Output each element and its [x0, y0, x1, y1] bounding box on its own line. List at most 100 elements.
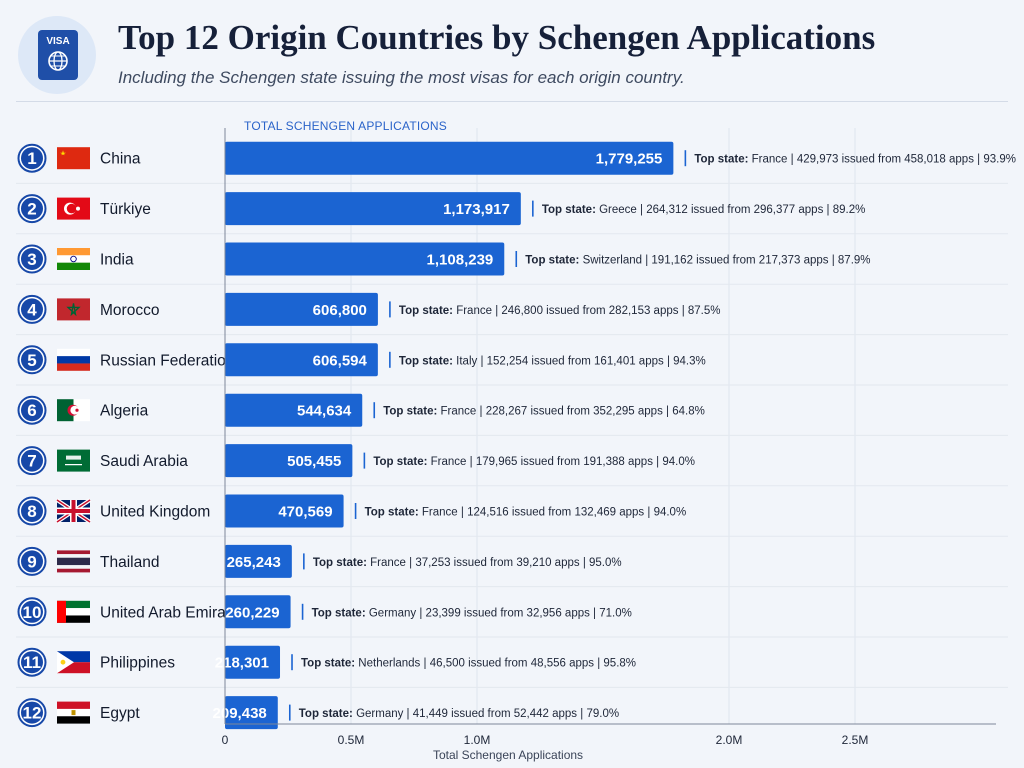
rank-badge [21, 147, 43, 170]
flag-stripe [57, 651, 90, 663]
top-state-prefix: Top state: [301, 658, 358, 670]
passport-book: VISA [38, 30, 78, 80]
egypt-flag [57, 701, 90, 724]
flag-triangle [57, 651, 74, 674]
top-state-name: Italy [456, 355, 477, 367]
approval-rate: 87.5% [688, 305, 721, 317]
bar [225, 444, 353, 478]
issued-text: 179,965 issued from 191,388 apps [476, 456, 653, 468]
separator: | [416, 607, 425, 619]
approval-rate: 89.2% [833, 204, 866, 216]
top-state-name: France [456, 305, 492, 317]
flag-star [60, 150, 66, 156]
page-subtitle: Including the Schengen state issuing the… [118, 68, 685, 87]
issued-text: 41,449 issued from 52,442 apps [413, 708, 578, 720]
rank-number: 10 [23, 603, 42, 622]
visa-label: VISA [46, 36, 70, 47]
top-state-annotation: Top state: Germany | 23,399 issued from … [312, 607, 632, 619]
flag-chakra [70, 255, 77, 263]
top-state-annotation: Top state: France | 429,973 issued from … [694, 154, 1016, 166]
flag-stripe [57, 255, 90, 263]
bar [225, 141, 674, 175]
flag-half [57, 399, 74, 422]
top-state-prefix: Top state: [383, 406, 440, 418]
country-label: Philippines [100, 655, 175, 672]
separator: | [492, 305, 501, 317]
flag-field [57, 449, 90, 472]
chart-row: 12 Egypt 209,438 Top state: Germany | 41,44… [17, 696, 619, 730]
top-state-name: Greece [599, 204, 637, 216]
separator: | [663, 406, 672, 418]
issued-text: 23,399 issued from 32,956 apps [426, 607, 591, 619]
rank-badge [21, 701, 43, 724]
bar [225, 343, 378, 377]
turkiye-flag [57, 197, 90, 220]
top-state-annotation: Top state: France | 246,800 issued from … [399, 305, 721, 317]
chart-row: 9 Thailand 265,243 Top state: France | 37,2… [16, 544, 1008, 588]
flag-stripe [57, 348, 90, 357]
country-label: China [100, 151, 141, 168]
top-state-annotation: Top state: France | 37,253 issued from 3… [313, 557, 622, 569]
top-state-name: Switzerland [583, 255, 642, 267]
x-tick-label: 1.0M [464, 733, 491, 747]
approval-rate: 94.3% [673, 355, 706, 367]
separator: | [458, 507, 467, 519]
issued-text: 246,800 issued from 282,153 apps [501, 305, 678, 317]
flag-stripe [57, 615, 90, 623]
russia-flag [57, 348, 90, 371]
top-state-annotation: Top state: France | 124,516 issued from … [365, 507, 687, 519]
rank-badge [21, 500, 43, 522]
flag-field [57, 147, 90, 170]
top-state-prefix: Top state: [299, 708, 356, 720]
algeria-flag [57, 399, 90, 422]
top-state-name: France [370, 557, 406, 569]
approval-rate: 95.8% [603, 658, 636, 670]
issued-text: 191,162 issued from 217,373 apps [651, 255, 828, 267]
flag-crescent-cut [70, 405, 80, 415]
top-state-name: Germany [356, 708, 404, 720]
top-state-name: Germany [369, 607, 417, 619]
separator: | [594, 658, 603, 670]
bar [225, 544, 292, 578]
bar [225, 696, 278, 730]
rank-number: 9 [27, 552, 36, 571]
flag-stripe [57, 356, 90, 364]
bar [225, 494, 344, 528]
issued-text: 37,253 issued from 39,210 apps [415, 557, 580, 569]
separator: | [580, 557, 589, 569]
rank-number: 4 [27, 300, 37, 319]
separator: | [787, 154, 796, 166]
separator: | [420, 658, 429, 670]
country-label: Egypt [100, 705, 140, 722]
country-label: India [100, 252, 134, 269]
flag-star [76, 206, 80, 211]
separator: | [637, 204, 646, 216]
bar-value-label: 260,229 [225, 604, 279, 621]
country-label: Türkiye [100, 201, 151, 218]
rank-number: 5 [27, 351, 36, 370]
bar [225, 192, 521, 226]
country-label: Russian Federation [100, 352, 234, 369]
separator: | [823, 204, 832, 216]
x-tick-label: 2.5M [842, 733, 869, 747]
bar-value-label: 544,634 [297, 403, 352, 420]
top-state-name: France [752, 154, 788, 166]
country-label: Saudi Arabia [100, 453, 188, 470]
flag-stripe [57, 363, 90, 371]
rank-badge [21, 550, 43, 573]
top-state-prefix: Top state: [399, 305, 456, 317]
rank-number: 2 [27, 200, 36, 219]
bar-value-label: 1,779,255 [596, 151, 663, 168]
separator: | [466, 456, 475, 468]
separator: | [829, 255, 838, 267]
chart-row: 7 Saudi Arabia 505,455 Top state: France | … [16, 444, 1008, 487]
flag-crescent-cut [66, 203, 77, 214]
flag-stripe [57, 248, 90, 256]
chart-row: 1 China 1,779,255 Top state: France | 429,9… [16, 141, 1016, 184]
approval-rate: 95.0% [589, 557, 622, 569]
bar-value-label: 606,800 [313, 302, 367, 319]
separator: | [403, 708, 412, 720]
flag-stripe [57, 701, 90, 709]
top-state-prefix: Top state: [365, 507, 422, 519]
